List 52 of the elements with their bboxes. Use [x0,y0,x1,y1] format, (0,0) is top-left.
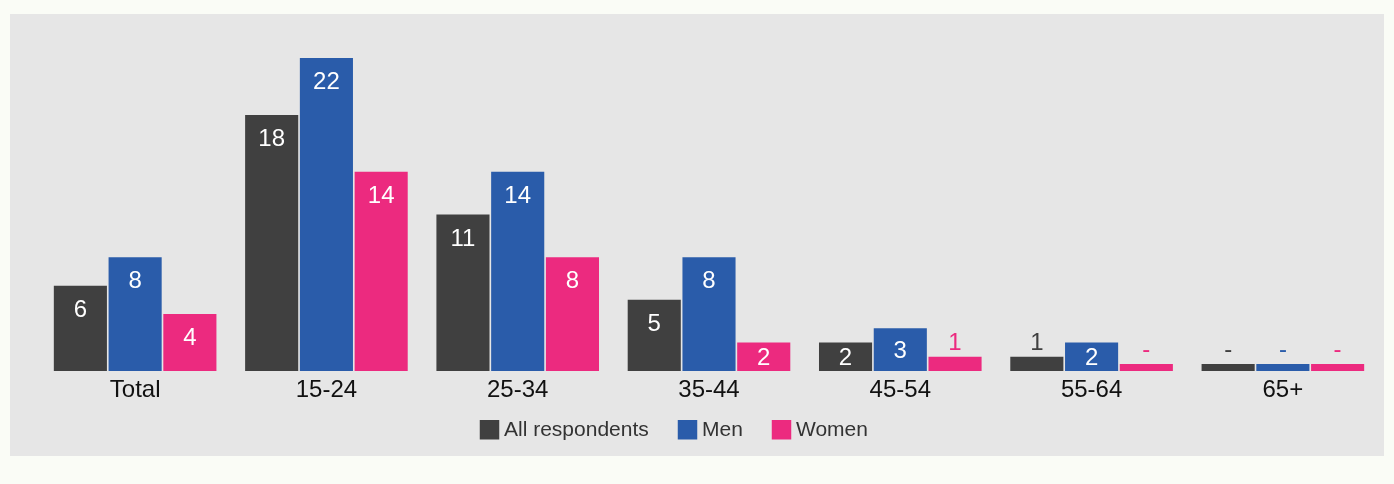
bar [928,356,982,371]
bar [545,257,600,371]
bar [245,114,299,371]
data-label: 14 [504,180,532,208]
data-label: 8 [128,266,142,294]
bar [737,342,791,371]
bar [1010,356,1064,371]
bar [491,171,545,371]
data-label: 5 [647,308,661,336]
bar [1201,363,1255,371]
bar [682,257,736,371]
legend-label: All respondents [504,416,649,440]
legend-label: Women [796,416,868,440]
x-tick-label: 55-64 [1060,374,1123,402]
data-label: 14 [367,180,395,208]
data-label: 3 [893,335,907,363]
data-label: 11 [450,223,476,251]
data-label: 2 [757,342,771,370]
data-label: 8 [565,266,580,294]
data-label: - [1142,334,1151,362]
data-label: 1 [1030,327,1044,355]
x-tick-label: 65+ [1262,374,1304,402]
data-label: - [1278,334,1287,362]
data-label: 2 [1084,342,1099,370]
data-label: - [1224,334,1233,362]
bar [873,328,927,371]
bar [818,342,873,371]
bar [1256,363,1310,371]
x-tick-label: 45-54 [869,374,931,402]
x-tick-label: Total [109,374,161,402]
data-label: 4 [183,323,197,351]
bar [53,285,107,371]
x-tick-label: 15-24 [295,374,358,402]
bar [1119,363,1173,371]
bar [436,214,490,371]
data-label: - [1333,334,1342,362]
bar [163,314,217,371]
data-label: 1 [948,327,962,355]
x-tick-label: 35-44 [678,374,740,402]
bar [108,257,162,371]
legend-label: Men [702,416,743,440]
bar [627,299,681,371]
data-label: 18 [258,123,286,151]
x-tick-label: 25-34 [487,374,549,402]
data-label: 8 [702,266,716,294]
bar [1311,363,1365,371]
bar [299,58,353,371]
data-label: 2 [838,342,853,370]
data-label: 6 [73,294,88,322]
bar [1065,342,1119,371]
data-label: 22 [313,67,340,94]
bar [354,171,408,371]
